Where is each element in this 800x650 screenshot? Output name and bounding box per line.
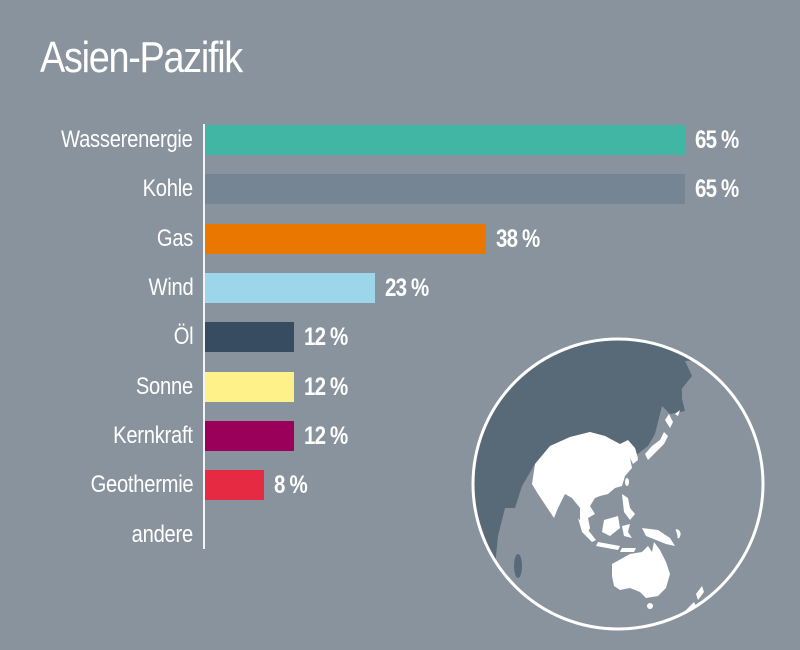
bar-value: 65 % — [695, 126, 739, 154]
y-axis-line — [203, 124, 205, 549]
bar-label: Gas — [156, 225, 193, 252]
bar — [205, 174, 685, 204]
bar-label: Öl — [173, 323, 193, 350]
bar — [205, 372, 294, 402]
bar-row-sonne: Sonne 12 % — [0, 372, 800, 402]
bar-value: 12 % — [304, 422, 348, 450]
bar-value: 8 % — [274, 471, 308, 499]
bar — [205, 224, 486, 254]
bar — [205, 322, 294, 352]
bar-row-andere: andere — [0, 520, 800, 550]
bar-row-gas: Gas 38 % — [0, 224, 800, 254]
bar-row-kernkraft: Kernkraft 12 % — [0, 421, 800, 451]
bar-label: Sonne — [135, 373, 193, 400]
bar-label: Kernkraft — [113, 422, 193, 449]
bar-value: 38 % — [496, 225, 540, 253]
chart-title: Asien-Pazifik — [40, 33, 243, 82]
bar-value: 12 % — [304, 373, 348, 401]
globe-asia-pacific-icon — [471, 337, 765, 631]
bar — [205, 273, 375, 303]
bar — [205, 125, 685, 155]
bar — [205, 470, 264, 500]
bar — [205, 421, 294, 451]
bar-row-wasserenergie: Wasserenergie 65 % — [0, 125, 800, 155]
bar-label: Wasserenergie — [61, 126, 193, 153]
bar-value: 65 % — [695, 175, 739, 203]
bar-value: 12 % — [304, 323, 348, 351]
bar-row-kohle: Kohle 65 % — [0, 174, 800, 204]
bar-label: andere — [131, 521, 194, 548]
bar-row-geothermie: Geothermie 8 % — [0, 470, 800, 500]
bar-row-wind: Wind 23 % — [0, 273, 800, 303]
bar-value: 23 % — [385, 274, 429, 302]
bar-label: Wind — [148, 274, 193, 301]
bar-row-oel: Öl 12 % — [0, 322, 800, 352]
bar-label: Geothermie — [90, 471, 193, 498]
bar-label: Kohle — [142, 175, 194, 202]
